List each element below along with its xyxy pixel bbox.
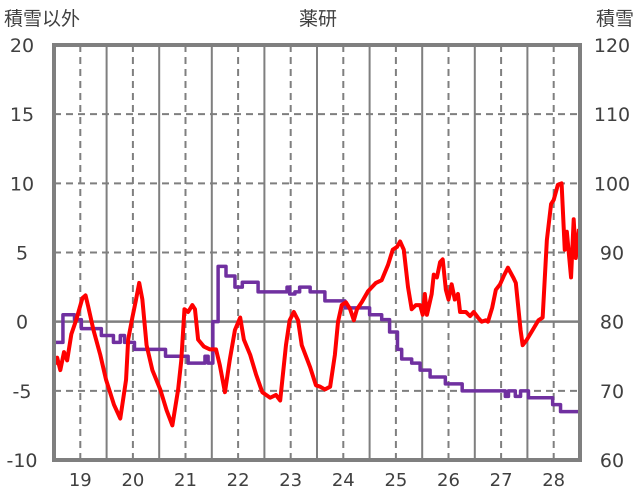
chart-title: 薬研 bbox=[299, 8, 337, 30]
non-snow-line bbox=[52, 181, 581, 428]
x-tick-label: 20 bbox=[121, 470, 144, 491]
y-right-tick-label: 90 bbox=[600, 243, 624, 265]
y-tick-label: -10 bbox=[6, 450, 37, 472]
y-right-tick-label: 100 bbox=[594, 173, 630, 195]
plot-frame bbox=[52, 43, 582, 462]
y-tick-label: -5 bbox=[13, 381, 32, 403]
y-tick-label: 20 bbox=[10, 35, 34, 57]
y-tick-label: 5 bbox=[16, 243, 28, 265]
y-right-tick-label: 80 bbox=[600, 312, 624, 334]
y-tick-label: 15 bbox=[10, 104, 34, 126]
x-tick-label: 26 bbox=[437, 470, 460, 491]
y-right-tick-label: 70 bbox=[600, 381, 624, 403]
x-tick-label: 23 bbox=[279, 470, 302, 491]
y-right-tick-label: 60 bbox=[600, 450, 624, 472]
y-right-tick-label: 110 bbox=[594, 104, 630, 126]
y-tick-label: 10 bbox=[10, 173, 34, 195]
x-tick-label: 21 bbox=[174, 470, 197, 491]
x-tick-label: 28 bbox=[542, 470, 565, 491]
y-right-tick-label: 120 bbox=[594, 35, 630, 57]
x-tick-label: 19 bbox=[69, 470, 92, 491]
x-tick-label: 27 bbox=[490, 470, 513, 491]
right-axis-label: 積雪 bbox=[596, 8, 634, 30]
y-tick-label: 0 bbox=[16, 312, 28, 334]
x-tick-label: 24 bbox=[332, 470, 355, 491]
x-tick-label: 25 bbox=[384, 470, 407, 491]
x-tick-label: 22 bbox=[227, 470, 250, 491]
left-axis-label: 積雪以外 bbox=[4, 8, 80, 30]
